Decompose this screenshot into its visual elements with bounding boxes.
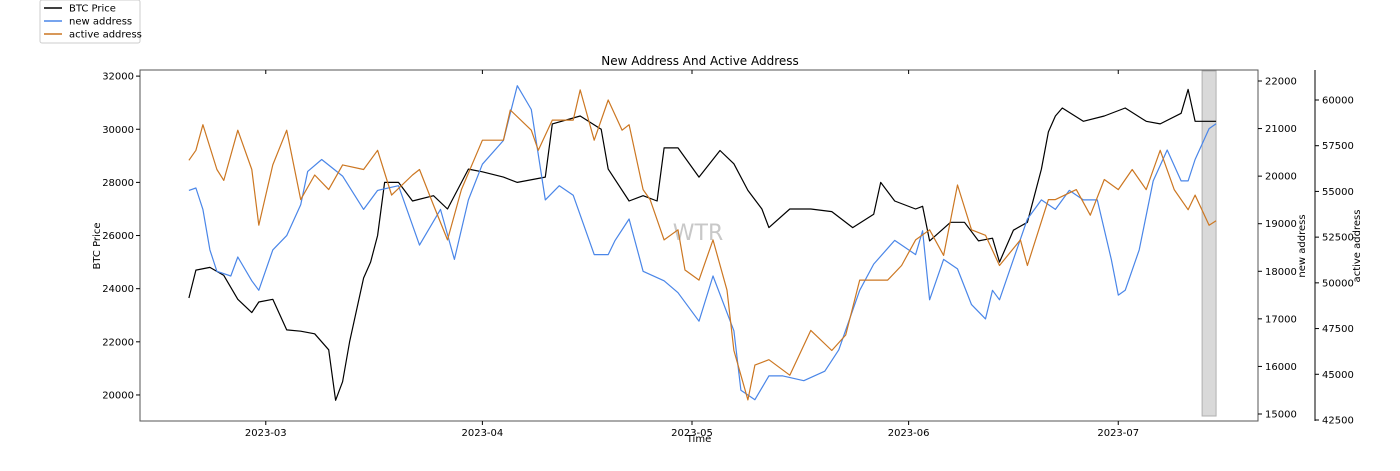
y-tick-label: 26000	[102, 231, 134, 242]
y-axis-label: BTC Price	[92, 223, 103, 270]
y3-tick-label: 45000	[1322, 370, 1354, 381]
y3-tick-label: 47500	[1322, 324, 1354, 335]
y-tick-label: 24000	[102, 284, 134, 295]
chart-title: New Address And Active Address	[601, 54, 799, 68]
y3-tick-label: 60000	[1322, 95, 1354, 106]
y-tick-label: 28000	[102, 178, 134, 189]
y2-tick-label: 21000	[1265, 124, 1297, 135]
x-axis-ticks: 2023-03 2023-04 2023-05 2023-06 2023-07	[245, 70, 1139, 439]
x-tick-label: 2023-06	[888, 428, 930, 439]
x-tick-label: 2023-03	[245, 428, 287, 439]
y3-tick-label: 57500	[1322, 141, 1354, 152]
x-tick-label: 2023-07	[1097, 428, 1139, 439]
legend: BTC Price new address active address	[39, 0, 142, 44]
x-axis-label: Time	[686, 434, 711, 445]
y3-tick-label: 50000	[1322, 278, 1354, 289]
legend-label-active-address: active address	[69, 30, 142, 41]
highlight-region	[1201, 70, 1217, 417]
y2-tick-label: 16000	[1265, 362, 1297, 373]
y-tick-label: 32000	[102, 72, 134, 83]
x-tick-label: 2023-05	[671, 428, 713, 439]
y3-tick-label: 55000	[1322, 187, 1354, 198]
y2-axis-label: new address	[1297, 214, 1308, 277]
y2-tick-label: 15000	[1265, 410, 1297, 421]
series-line-active-address	[188, 89, 1217, 401]
legend-label-btc-price: BTC Price	[69, 4, 116, 15]
x-tick-label: 2023-04	[461, 428, 503, 439]
highlight-rect	[1201, 70, 1217, 417]
plot-frame	[139, 69, 1259, 422]
y3-tick-label: 42500	[1322, 415, 1354, 426]
watermark: WTR	[673, 221, 723, 246]
y2-axis-ticks: 15000 16000 17000 18000 19000 20000 21000 22000	[1258, 76, 1297, 421]
y2-tick-label: 18000	[1265, 267, 1297, 278]
y-tick-label: 20000	[102, 390, 134, 401]
y3-axis-label: active address	[1352, 210, 1363, 283]
y2-tick-label: 19000	[1265, 219, 1297, 230]
y-tick-label: 22000	[102, 337, 134, 348]
y2-tick-label: 20000	[1265, 172, 1297, 183]
y-tick-label: 30000	[102, 125, 134, 136]
y-axis-ticks: 20000 22000 24000 26000 28000 30000 32000	[102, 72, 140, 401]
series-layer	[188, 85, 1217, 401]
series-line-btc-price	[188, 88, 1217, 401]
y3-axis-ticks: 42500 45000 47500 50000 52500 55000 57500 60000	[1315, 95, 1354, 426]
y2-tick-label: 17000	[1265, 314, 1297, 325]
y3-tick-label: 52500	[1322, 233, 1354, 244]
legend-label-new-address: new address	[69, 17, 132, 28]
y2-tick-label: 22000	[1265, 76, 1297, 87]
series-line-new-address	[188, 85, 1217, 401]
